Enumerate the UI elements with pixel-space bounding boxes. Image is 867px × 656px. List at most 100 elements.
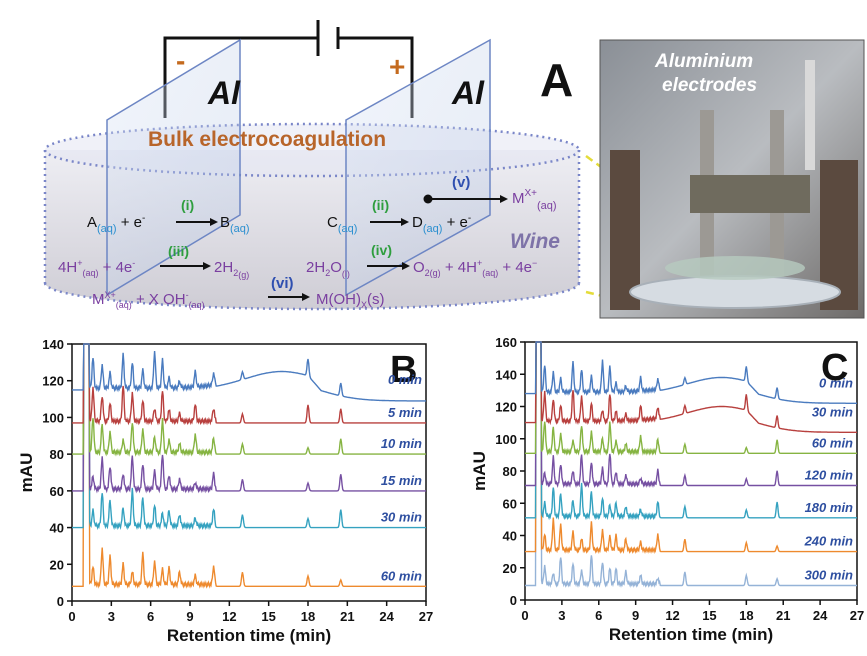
trace-label: 180 min — [805, 500, 853, 515]
trace-line — [525, 341, 857, 433]
photo-label-line1: Aluminium — [654, 51, 753, 72]
step-iv-label: (iv) — [371, 242, 392, 258]
electrode-plate-left — [106, 38, 241, 297]
panel-letter: B — [390, 349, 417, 391]
trace-line — [72, 343, 426, 531]
y-tick-label: 140 — [42, 337, 64, 352]
x-tick-label: 12 — [665, 608, 679, 623]
step-ii-label: (ii) — [372, 197, 389, 213]
x-tick-label: 18 — [301, 609, 315, 624]
wine-label: Wine — [510, 230, 560, 253]
x-tick-label: 3 — [558, 608, 565, 623]
trace-line — [525, 341, 857, 554]
x-tick-label: 0 — [68, 609, 75, 624]
electrode-plate-right — [345, 38, 491, 297]
y-tick-label: 120 — [42, 374, 64, 389]
panel-letter-a: A — [540, 54, 573, 106]
minus-sign: - — [176, 45, 185, 76]
photo-label-line2: electrodes — [662, 75, 757, 96]
bulk-electrocoagulation-label: Bulk electrocoagulation — [148, 128, 386, 151]
arrow-iii-head — [203, 262, 211, 270]
schematic-panel: - + Al Al Bulk electrocoagulation Wine A… — [43, 20, 865, 319]
x-tick-label: 18 — [739, 608, 753, 623]
electrode-photo — [599, 39, 865, 319]
step-i-label: (i) — [181, 197, 194, 213]
y-tick-label: 60 — [50, 484, 64, 499]
trace-line — [72, 343, 426, 589]
arrow-vi-head — [302, 293, 310, 301]
hydroxide-product: M(OH)X(s) — [316, 291, 385, 310]
y-tick-label: 100 — [495, 432, 517, 447]
y-axis-label: mAU — [17, 453, 36, 493]
y-tick-label: 140 — [495, 367, 517, 382]
trace-label: 10 min — [381, 436, 422, 451]
y-tick-label: 40 — [50, 521, 64, 536]
chromatogram-panel-b: 0 20 40 60 80 100 120 140 0 3 6 9 12 15 18 21 24 27 Retent… — [17, 337, 433, 645]
trace-line — [72, 343, 426, 457]
x-tick-label: 0 — [521, 608, 528, 623]
trace-line — [525, 341, 857, 456]
step-v-label: (v) — [452, 174, 470, 191]
y-tick-label: 20 — [503, 561, 517, 576]
arrow-v-head — [500, 195, 508, 203]
y-tick-label: 0 — [57, 594, 64, 609]
y-tick-label: 80 — [50, 447, 64, 462]
arrow-ii-head — [401, 218, 409, 226]
trace-label: 5 min — [388, 405, 422, 420]
trace-label: 0 min — [819, 376, 853, 391]
trace-label: 30 min — [812, 405, 853, 420]
reaction-iv-product: O2(g) + 4H+(aq) + 4e− — [413, 258, 537, 278]
x-tick-label: 24 — [813, 608, 828, 623]
trace-line — [525, 341, 857, 521]
x-tick-label: 12 — [222, 609, 236, 624]
trace-line — [525, 341, 857, 404]
x-tick-label: 21 — [340, 609, 354, 624]
x-tick-label: 3 — [108, 609, 115, 624]
trace-line — [525, 341, 857, 489]
x-axis-label: Retention time (min) — [609, 625, 773, 644]
vessel-bottom-rim — [43, 282, 581, 311]
y-axis-label: mAU — [470, 451, 489, 491]
trace-line — [525, 341, 857, 588]
y-tick-label: 100 — [42, 410, 64, 425]
trace-label: 15 min — [381, 473, 422, 488]
arrow-i-head — [210, 218, 218, 226]
reaction-iv: 2H2O(l) — [306, 259, 350, 279]
trace-label: 300 min — [805, 567, 853, 582]
electrode-label-right: Al — [451, 75, 485, 111]
y-tick-label: 80 — [503, 464, 517, 479]
trace-label: 120 min — [805, 468, 853, 483]
trace-line — [72, 343, 426, 426]
x-tick-label: 15 — [702, 608, 716, 623]
x-tick-label: 6 — [595, 608, 602, 623]
x-tick-label: 27 — [850, 608, 864, 623]
y-tick-label: 160 — [495, 335, 517, 350]
trace-label: 240 min — [804, 534, 853, 549]
trace-label: 0 min — [388, 372, 422, 387]
x-tick-label: 15 — [261, 609, 275, 624]
y-tick-label: 40 — [503, 529, 517, 544]
panel-letter: C — [821, 347, 848, 389]
y-tick-label: 120 — [495, 400, 517, 415]
trace-label: 60 min — [812, 435, 853, 450]
x-tick-label: 9 — [632, 608, 639, 623]
step-vi-label: (vi) — [271, 275, 294, 292]
x-axis-label: Retention time (min) — [167, 626, 331, 645]
chromatogram-panel-c: 0 20 40 60 80 100 120 140 160 0 3 6 9 12 15 18 21 24 27 Ret… — [470, 335, 864, 644]
x-tick-label: 6 — [147, 609, 154, 624]
y-tick-label: 0 — [510, 593, 517, 608]
x-tick-label: 24 — [379, 609, 394, 624]
trace-label: 30 min — [381, 510, 422, 525]
y-tick-label: 20 — [50, 557, 64, 572]
step-iii-label: (iii) — [168, 243, 189, 259]
trace-label: 60 min — [381, 568, 422, 583]
x-tick-label: 27 — [419, 609, 433, 624]
plot-frame — [71, 343, 427, 602]
electrode-label-left: Al — [207, 75, 241, 111]
trace-line — [72, 343, 426, 494]
trace-line — [72, 343, 426, 402]
y-tick-label: 60 — [503, 496, 517, 511]
x-tick-label: 9 — [186, 609, 193, 624]
x-tick-label: 21 — [776, 608, 790, 623]
plus-sign: + — [389, 51, 405, 82]
